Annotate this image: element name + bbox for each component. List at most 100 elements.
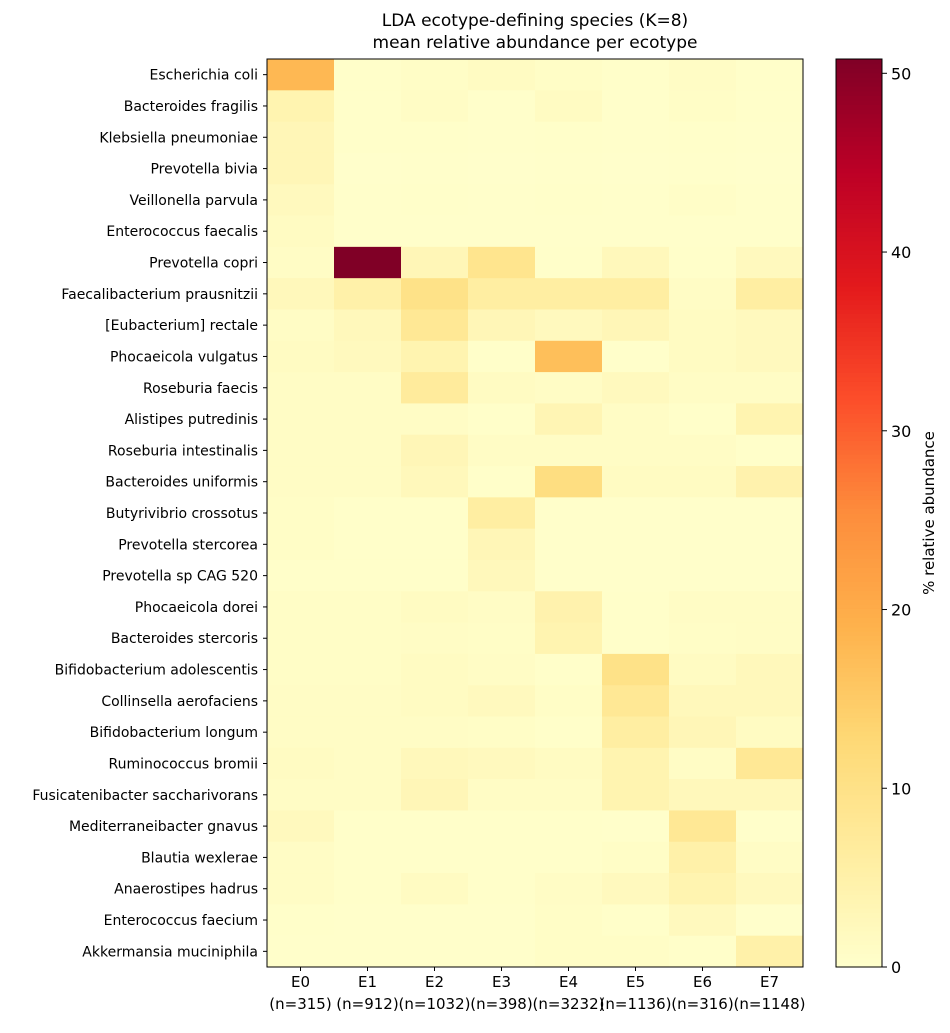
colorbar-label: % relative abundance	[920, 431, 938, 595]
heatmap-cell	[401, 403, 469, 436]
colorbar-swatch	[836, 231, 882, 237]
heatmap-cell	[401, 685, 469, 718]
heatmap-cell	[535, 779, 603, 811]
y-tick-label: Phocaeicola vulgatus	[110, 349, 258, 365]
colorbar-swatch	[836, 499, 882, 505]
heatmap-cell	[535, 747, 603, 780]
heatmap-cell	[468, 528, 536, 561]
colorbar-swatch	[836, 213, 882, 219]
colorbar-swatch	[836, 690, 882, 696]
colorbar-swatch	[836, 667, 882, 673]
heatmap-cell	[602, 246, 670, 279]
heatmap-cell	[401, 904, 469, 937]
heatmap-cell	[267, 904, 335, 937]
heatmap-cell	[468, 810, 536, 843]
colorbar-swatch	[836, 935, 882, 941]
colorbar-swatch	[836, 821, 882, 827]
colorbar-swatch	[836, 467, 882, 473]
colorbar-swatch	[836, 263, 882, 269]
heatmap-cell	[468, 340, 536, 373]
heatmap-cell	[334, 873, 402, 905]
heatmap-cell	[602, 403, 670, 436]
colorbar-swatch	[836, 885, 882, 891]
colorbar-swatch	[836, 376, 882, 382]
heatmap-cell	[468, 591, 536, 624]
heatmap-cell	[401, 434, 469, 467]
heatmap-cell	[334, 121, 402, 154]
heatmap-cell	[468, 716, 536, 749]
heatmap-cell	[267, 716, 335, 749]
colorbar-swatch	[836, 167, 882, 174]
heatmap-cell	[669, 121, 737, 154]
heatmap-cell	[401, 309, 469, 342]
colorbar-swatch	[836, 740, 882, 746]
heatmap-cell	[602, 716, 670, 749]
colorbar-swatch	[836, 962, 882, 968]
y-tick-label: Faecalibacterium prausnitzii	[61, 287, 258, 303]
heatmap-cell	[267, 278, 335, 310]
heatmap-cell	[468, 466, 536, 498]
colorbar-swatch	[836, 245, 882, 251]
heatmap-cell	[535, 278, 603, 310]
heatmap-cell	[736, 278, 804, 310]
colorbar-swatch	[836, 59, 882, 65]
colorbar-swatch	[836, 912, 882, 918]
heatmap-cell	[334, 403, 402, 436]
colorbar-swatch	[836, 431, 882, 437]
colorbar-swatch	[836, 785, 882, 791]
colorbar-swatch	[836, 694, 882, 700]
x-tick-count: (n=315)	[269, 995, 331, 1013]
heatmap-cell	[267, 591, 335, 624]
heatmap-cell	[535, 685, 603, 718]
heatmap-cell	[736, 904, 804, 937]
heatmap-cell	[267, 935, 335, 968]
colorbar-swatch	[836, 222, 882, 228]
chart-subtitle: mean relative abundance per ecotype	[373, 33, 698, 53]
heatmap-cell	[535, 466, 603, 498]
colorbar-swatch	[836, 449, 882, 455]
heatmap-cell	[602, 685, 670, 718]
heatmap-cell	[736, 622, 804, 655]
x-tick-label: E7	[760, 973, 779, 991]
colorbar-swatch	[836, 313, 882, 319]
heatmap-cell	[267, 685, 335, 718]
colorbar-swatch	[836, 131, 882, 137]
heatmap-cell	[669, 935, 737, 968]
colorbar-swatch	[836, 408, 882, 414]
heatmap-cell	[602, 653, 670, 686]
heatmap-cell	[535, 559, 603, 592]
colorbar-swatch	[836, 81, 882, 87]
colorbar-swatch	[836, 240, 882, 246]
heatmap-cell	[602, 309, 670, 342]
heatmap-cell	[736, 246, 804, 279]
heatmap-cell	[535, 873, 603, 905]
colorbar-swatch	[836, 304, 882, 310]
heatmap-cell	[736, 591, 804, 624]
heatmap-cell	[535, 622, 603, 655]
heatmap-cell	[334, 591, 402, 624]
colorbar-swatch	[836, 930, 882, 936]
colorbar-swatch	[836, 249, 882, 255]
colorbar-swatch	[836, 662, 882, 668]
heatmap-cell	[535, 841, 603, 874]
y-tick-label: Ruminococcus bromii	[108, 756, 258, 772]
colorbar-swatch	[836, 749, 882, 755]
heatmap-cell	[267, 59, 335, 91]
heatmap-cell	[468, 184, 536, 217]
colorbar-swatch	[836, 308, 882, 314]
heatmap-cell	[535, 434, 603, 467]
colorbar-swatch	[836, 172, 882, 178]
heatmap-cell	[401, 246, 469, 279]
heatmap-cell	[669, 685, 737, 718]
heatmap-cell	[669, 90, 737, 123]
colorbar-swatch	[836, 735, 882, 741]
heatmap-cell	[401, 152, 469, 185]
heatmap-cell	[736, 685, 804, 718]
colorbar-swatch	[836, 903, 882, 909]
colorbar-swatch	[836, 385, 882, 392]
colorbar-swatch	[836, 826, 882, 832]
colorbar-swatch	[836, 381, 882, 387]
colorbar-swatch	[836, 363, 882, 369]
colorbar-swatch	[836, 553, 882, 559]
heatmap-cell	[267, 466, 335, 498]
